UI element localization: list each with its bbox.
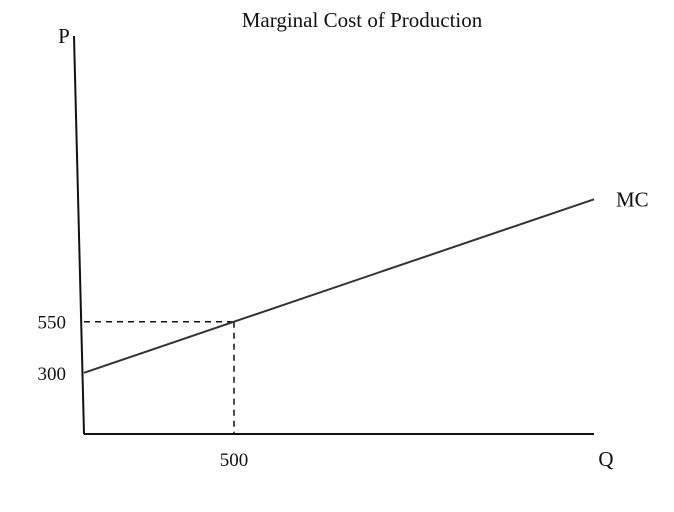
y-axis-label: P xyxy=(58,24,70,48)
chart-title: Marginal Cost of Production xyxy=(242,8,483,32)
mc-curve-line xyxy=(83,198,595,374)
y-tick-label-300: 300 xyxy=(38,364,67,385)
x-tick-label-500: 500 xyxy=(220,450,249,471)
guide-lines xyxy=(84,320,235,434)
x-axis-label: Q xyxy=(598,447,613,471)
y-axis-line xyxy=(73,35,85,435)
mc-series-label: MC xyxy=(616,187,649,211)
y-tick-label-550: 550 xyxy=(38,313,67,334)
